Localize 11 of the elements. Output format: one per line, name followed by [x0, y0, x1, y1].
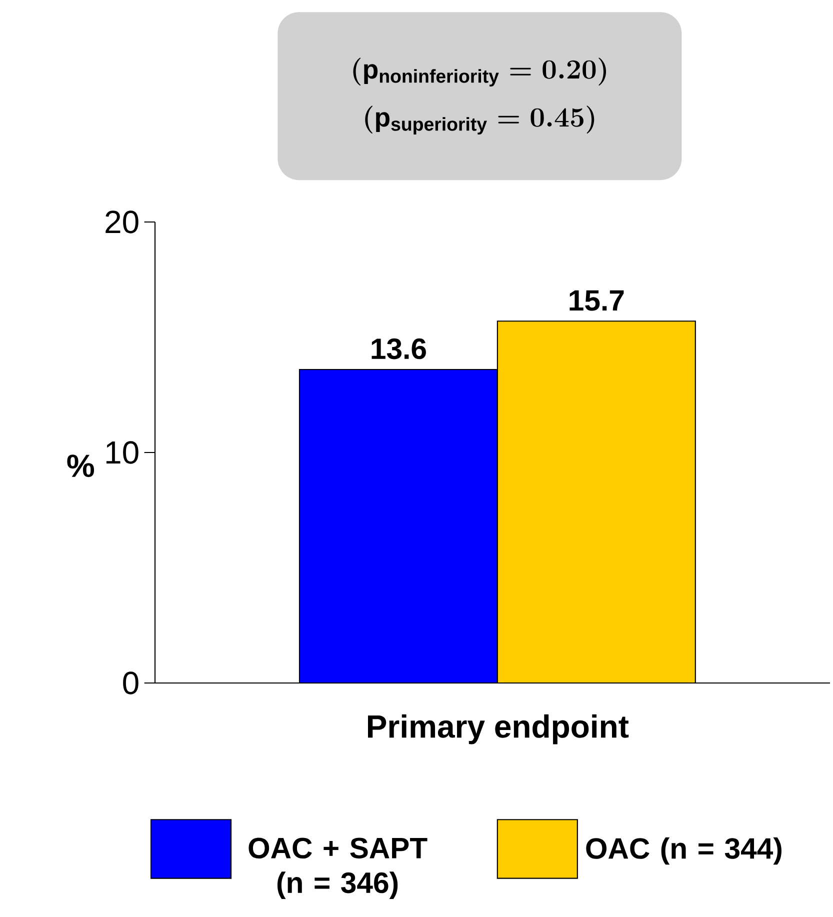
y-tick-label: 0: [123, 672, 138, 694]
x-tick-label: Primary endpoint: [368, 714, 629, 744]
y-tick-label: 20: [106, 210, 138, 234]
y-tick-label: 10: [106, 441, 138, 464]
data-label: 13.6: [372, 338, 426, 360]
text: $(\mathrm{p}_{\mathrm{noninferiority}} = 0.20)$: [353, 58, 606, 87]
legend-label: OAC + SAPT (n = 346): [248, 838, 428, 899]
text: $(\mathrm{p}_{\mathrm{superiority}} = 0.45)$: [365, 106, 594, 135]
data-label: 15.7: [570, 290, 624, 311]
y-axis-title: %: [67, 454, 94, 478]
legend-label: OAC (n = 344): [586, 837, 782, 865]
